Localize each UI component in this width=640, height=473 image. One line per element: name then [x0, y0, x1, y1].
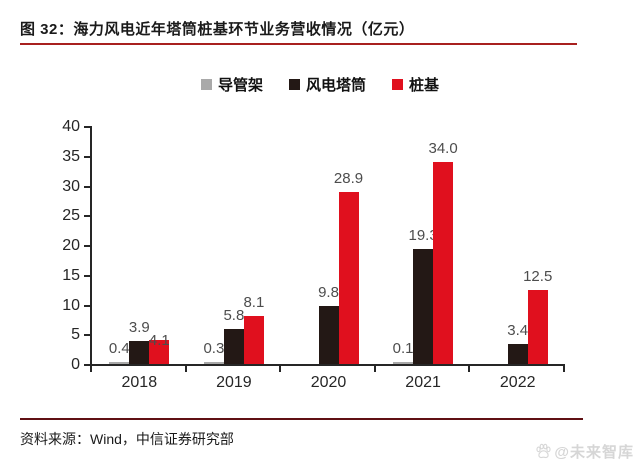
chart-legend: 导管架 风电塔筒 桩基 [0, 74, 640, 94]
y-axis-label: 10 [62, 296, 80, 314]
bar [243, 316, 264, 364]
legend-item: 导管架 [200, 74, 263, 95]
bar [149, 340, 170, 364]
bar [203, 362, 224, 364]
value-label: 12.5 [523, 268, 553, 285]
y-axis-tick [84, 185, 90, 188]
y-axis-tick [84, 304, 90, 307]
value-label: 0.3 [203, 340, 225, 357]
value-label: 34.0 [428, 140, 458, 157]
bar [338, 192, 359, 364]
source-text: 资料来源：Wind，中信证券研究部 [20, 431, 234, 447]
x-axis-label: 2020 [310, 374, 347, 391]
value-label: 0.4 [108, 340, 130, 357]
y-axis-label: 0 [71, 356, 80, 373]
value-label: 4.1 [148, 332, 170, 349]
y-axis-label: 25 [62, 207, 80, 225]
value-label: 19.3 [408, 227, 438, 244]
legend-label: 风电塔筒 [305, 76, 366, 94]
y-axis-tick [84, 334, 90, 337]
title-underline [20, 43, 577, 45]
bar [318, 306, 339, 364]
y-axis-tick [84, 155, 90, 158]
figure-title: 图 32：海力风电近年塔筒桩基环节业务营收情况（亿元） [20, 21, 415, 38]
y-axis-label: 15 [62, 266, 80, 284]
y-axis-line [90, 126, 92, 366]
bar [223, 329, 244, 364]
y-axis-label: 35 [62, 147, 80, 165]
legend-swatch-icon [392, 78, 403, 90]
legend-item: 风电塔筒 [288, 74, 366, 95]
x-axis-line [90, 364, 565, 366]
x-axis-label: 2019 [216, 374, 252, 391]
bar [109, 362, 130, 364]
x-axis-label: 2021 [405, 374, 441, 391]
value-label: 3.9 [128, 319, 150, 336]
bar [433, 162, 454, 364]
x-axis-tick [468, 366, 471, 372]
y-axis-tick [84, 364, 90, 366]
y-axis-label: 5 [71, 326, 80, 344]
x-axis-tick [563, 366, 565, 372]
y-axis-label: 30 [62, 177, 80, 195]
value-label: 5.8 [223, 307, 245, 324]
paw-logo-icon [536, 443, 551, 459]
y-axis-label: 40 [62, 118, 80, 135]
value-label: 8.1 [243, 294, 265, 311]
value-label: 0.1 [392, 340, 414, 357]
legend-label: 桩基 [409, 76, 440, 94]
bar [393, 362, 414, 364]
legend-swatch-icon [288, 78, 300, 90]
legend-swatch-icon [200, 78, 212, 90]
watermark-text: @未来智库 [554, 444, 634, 461]
bar [413, 249, 434, 364]
legend-item: 桩基 [392, 74, 439, 95]
bar [507, 344, 528, 364]
y-axis-label: 20 [62, 237, 80, 254]
bar [129, 341, 150, 364]
watermark: @未来智库 [535, 441, 634, 462]
x-axis-tick [184, 366, 187, 372]
x-axis-tick [90, 366, 92, 372]
bar [527, 290, 548, 364]
footer-rule [20, 418, 583, 420]
legend-label: 导管架 [217, 76, 263, 94]
value-label: 9.8 [318, 284, 339, 301]
y-axis-tick [84, 215, 90, 218]
y-axis-tick [84, 126, 90, 128]
x-axis-label: 2022 [499, 374, 536, 391]
x-axis-tick [373, 366, 376, 372]
y-axis-tick [84, 245, 90, 247]
y-axis-tick [84, 274, 90, 277]
value-label: 28.9 [333, 170, 364, 187]
x-axis-label: 2018 [121, 374, 158, 391]
value-label: 3.4 [507, 322, 529, 339]
x-axis-tick [279, 366, 282, 372]
